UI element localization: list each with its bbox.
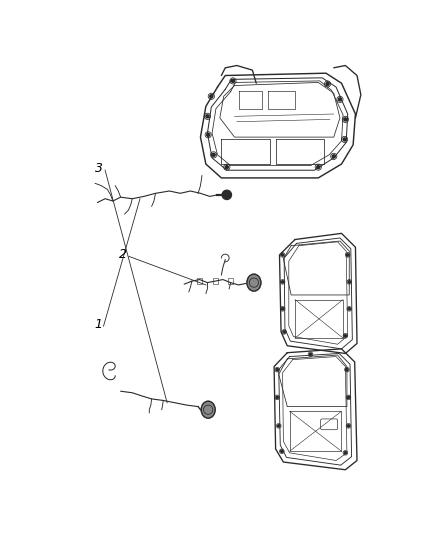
Bar: [213, 278, 218, 284]
Circle shape: [276, 396, 278, 399]
Circle shape: [212, 154, 215, 156]
Circle shape: [225, 166, 228, 168]
Circle shape: [281, 450, 283, 453]
Circle shape: [283, 331, 285, 333]
Circle shape: [346, 254, 349, 256]
Circle shape: [348, 281, 350, 283]
Circle shape: [210, 95, 213, 98]
Circle shape: [222, 190, 231, 199]
Ellipse shape: [247, 274, 261, 291]
Circle shape: [207, 133, 210, 136]
Bar: [198, 278, 202, 284]
Circle shape: [278, 425, 280, 427]
Text: 2: 2: [119, 248, 127, 261]
Circle shape: [282, 308, 284, 310]
Text: 1: 1: [95, 318, 103, 331]
Circle shape: [309, 353, 312, 356]
Circle shape: [339, 98, 342, 101]
Circle shape: [282, 254, 284, 256]
Bar: [228, 278, 233, 284]
Ellipse shape: [201, 401, 215, 418]
Circle shape: [317, 166, 320, 168]
Circle shape: [332, 155, 336, 158]
Circle shape: [343, 138, 346, 141]
Circle shape: [344, 118, 347, 121]
Circle shape: [347, 425, 350, 427]
Text: 3: 3: [95, 162, 103, 175]
Circle shape: [231, 79, 235, 83]
Circle shape: [348, 308, 350, 310]
Circle shape: [326, 83, 329, 85]
Circle shape: [344, 335, 346, 337]
Circle shape: [206, 115, 209, 118]
Circle shape: [276, 368, 278, 371]
Circle shape: [344, 451, 346, 454]
Circle shape: [282, 281, 284, 283]
Circle shape: [347, 396, 350, 399]
Circle shape: [346, 368, 348, 371]
